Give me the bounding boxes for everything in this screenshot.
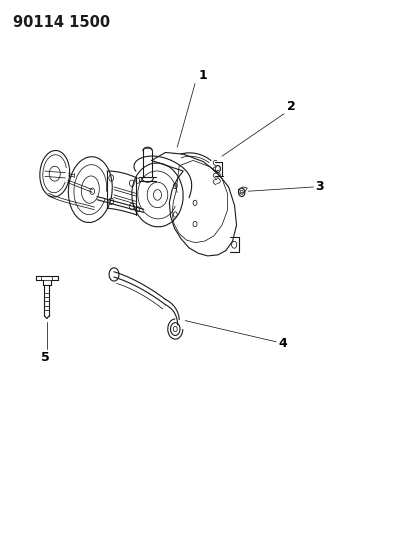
Text: 2: 2 xyxy=(287,100,295,113)
Text: 4: 4 xyxy=(278,337,287,350)
Text: 5: 5 xyxy=(41,351,50,365)
Text: 90114 1500: 90114 1500 xyxy=(13,14,110,30)
Text: 3: 3 xyxy=(316,181,324,193)
Text: 1: 1 xyxy=(199,69,208,82)
